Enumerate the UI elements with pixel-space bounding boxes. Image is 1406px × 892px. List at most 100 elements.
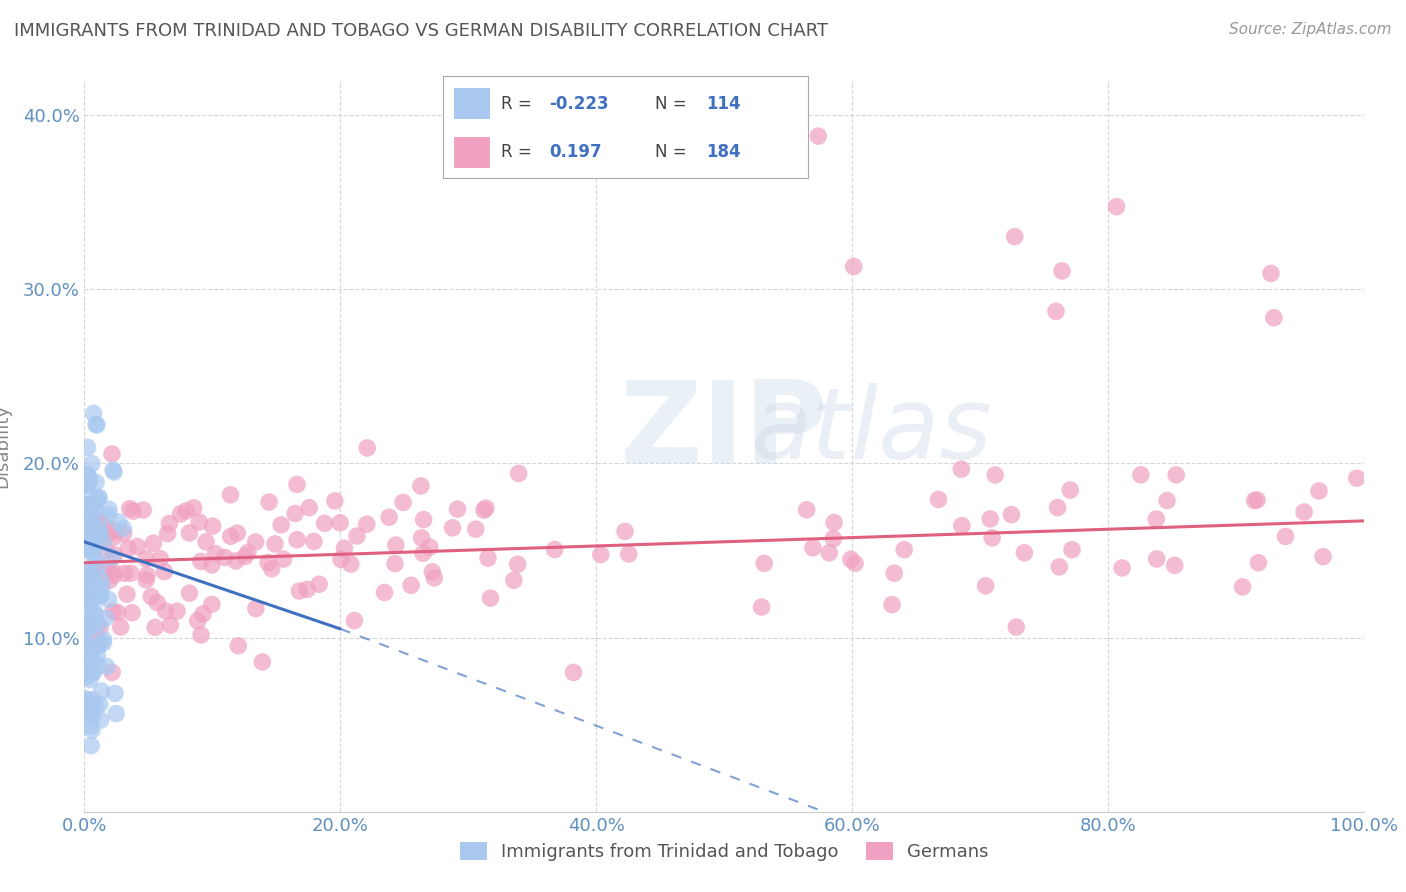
Point xyxy=(308,577,330,591)
Text: 184: 184 xyxy=(706,143,741,161)
Point xyxy=(288,584,311,599)
Point xyxy=(356,441,378,455)
Point xyxy=(84,475,107,490)
Point xyxy=(112,522,135,536)
Point xyxy=(233,549,256,564)
Point xyxy=(75,615,97,630)
Point xyxy=(201,519,224,533)
Point xyxy=(273,552,295,566)
Point xyxy=(298,500,321,515)
Point xyxy=(245,535,267,549)
Point xyxy=(77,513,100,527)
Point xyxy=(295,582,318,597)
Point xyxy=(1144,512,1167,526)
Y-axis label: Disability: Disability xyxy=(0,404,11,488)
Point xyxy=(1246,492,1268,507)
Text: ZIP: ZIP xyxy=(620,376,828,487)
Point xyxy=(79,567,101,582)
Point xyxy=(330,552,353,566)
Point xyxy=(302,534,325,549)
Point xyxy=(89,524,111,539)
Point xyxy=(80,524,103,538)
Point xyxy=(75,579,97,593)
Point xyxy=(419,540,441,554)
Text: atlas: atlas xyxy=(751,383,993,480)
Point xyxy=(79,649,101,664)
Point xyxy=(80,540,103,554)
Point xyxy=(89,698,111,712)
Point xyxy=(76,665,98,680)
Point xyxy=(105,706,128,721)
Point xyxy=(76,469,98,483)
Text: Source: ZipAtlas.com: Source: ZipAtlas.com xyxy=(1229,22,1392,37)
Point xyxy=(236,545,259,559)
Point xyxy=(1263,310,1285,325)
Point xyxy=(80,530,103,544)
Point xyxy=(104,548,127,562)
Point xyxy=(86,417,108,432)
Point xyxy=(77,620,100,634)
Point xyxy=(477,551,499,566)
Point xyxy=(86,523,108,537)
Point xyxy=(420,565,443,579)
Point xyxy=(614,524,637,539)
Point xyxy=(77,520,100,534)
Point xyxy=(270,517,292,532)
Point xyxy=(201,598,224,612)
Text: IMMIGRANTS FROM TRINIDAD AND TOBAGO VS GERMAN DISABILITY CORRELATION CHART: IMMIGRANTS FROM TRINIDAD AND TOBAGO VS G… xyxy=(14,22,828,40)
Point xyxy=(219,529,242,543)
Text: 114: 114 xyxy=(706,95,741,112)
Point xyxy=(91,535,114,549)
Point xyxy=(101,523,124,537)
Text: N =: N = xyxy=(655,95,692,112)
Point xyxy=(754,557,776,571)
Point xyxy=(107,606,129,620)
Point xyxy=(79,590,101,604)
Point xyxy=(142,536,165,550)
Point xyxy=(883,566,905,581)
Point xyxy=(89,528,111,542)
Point xyxy=(1050,264,1073,278)
Point xyxy=(1005,620,1028,634)
Point xyxy=(90,713,112,727)
Point xyxy=(96,659,118,673)
Point xyxy=(187,614,209,628)
Point xyxy=(79,654,101,668)
Point xyxy=(974,579,997,593)
Point xyxy=(76,441,98,455)
Point xyxy=(323,494,346,508)
Point xyxy=(981,531,1004,545)
Point xyxy=(508,467,530,481)
Point xyxy=(84,495,107,509)
Point xyxy=(79,594,101,608)
Point xyxy=(385,538,408,552)
Point xyxy=(378,510,401,524)
Point xyxy=(103,568,125,582)
Point xyxy=(97,502,120,516)
Point xyxy=(83,577,105,591)
Point xyxy=(101,447,124,461)
Point xyxy=(257,556,280,570)
Point xyxy=(1000,508,1022,522)
Point xyxy=(73,566,96,580)
Point xyxy=(188,515,211,529)
Point xyxy=(77,523,100,537)
Point xyxy=(179,526,201,541)
Point xyxy=(90,528,112,542)
Point xyxy=(76,528,98,542)
Point xyxy=(149,551,172,566)
Point xyxy=(314,516,336,531)
Point xyxy=(90,573,112,587)
Point xyxy=(191,607,214,621)
Point xyxy=(169,507,191,521)
Point xyxy=(90,684,112,698)
Point xyxy=(446,502,468,516)
Point xyxy=(80,581,103,595)
Point xyxy=(97,508,120,522)
Point xyxy=(839,552,862,566)
Point xyxy=(77,665,100,680)
Point xyxy=(77,541,100,555)
Point xyxy=(796,502,818,516)
Point xyxy=(79,620,101,634)
Point xyxy=(155,604,177,618)
